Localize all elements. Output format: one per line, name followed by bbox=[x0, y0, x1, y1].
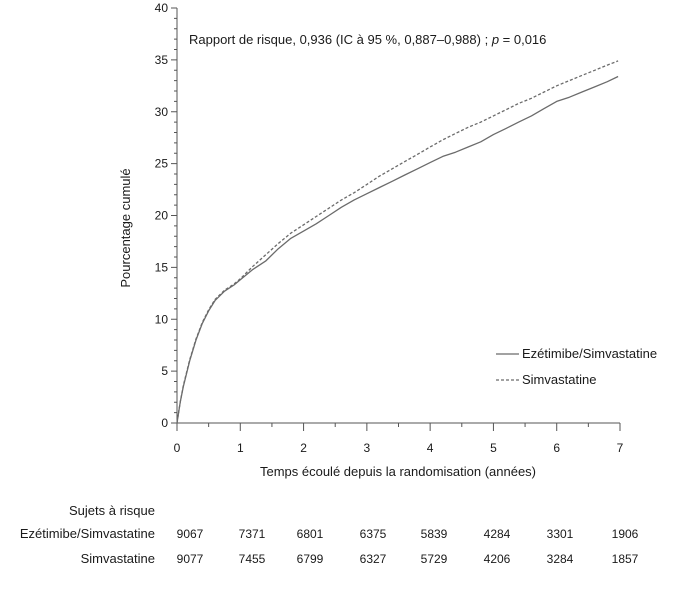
y-tick-label: 10 bbox=[155, 312, 169, 326]
axes: 0 5 10 15 20 25 30 35 40 0 1 2 3 4 5 6 7 bbox=[155, 1, 624, 455]
risk-table-header: Sujets à risque bbox=[69, 503, 155, 518]
risk-row-label: Ezétimibe/Simvastatine bbox=[20, 526, 155, 541]
risk-table-cell: 1906 bbox=[612, 527, 639, 541]
legend: Ezétimibe/Simvastatine Simvastatine bbox=[496, 346, 657, 387]
risk-table-cell: 9077 bbox=[177, 552, 204, 566]
x-axis-title: Temps écoulé depuis la randomisation (an… bbox=[260, 464, 536, 479]
x-tick-label: 7 bbox=[617, 441, 624, 455]
y-tick-label: 0 bbox=[161, 416, 168, 430]
risk-table: Sujets à risque Ezétimibe/Simvastatine 90… bbox=[20, 503, 639, 566]
y-tick-label: 5 bbox=[161, 364, 168, 378]
legend-label: Simvastatine bbox=[522, 372, 596, 387]
x-tick-label: 5 bbox=[490, 441, 497, 455]
risk-table-cell: 4284 bbox=[484, 527, 511, 541]
risk-table-cell: 5839 bbox=[421, 527, 448, 541]
x-tick-label: 2 bbox=[300, 441, 307, 455]
x-tick-label: 1 bbox=[237, 441, 244, 455]
risk-row-label: Simvastatine bbox=[81, 551, 155, 566]
risk-table-cell: 3301 bbox=[547, 527, 574, 541]
hazard-ratio-annotation: Rapport de risque, 0,936 (IC à 95 %, 0,8… bbox=[189, 32, 546, 47]
risk-table-cell: 3284 bbox=[547, 552, 574, 566]
y-tick-label: 40 bbox=[155, 1, 169, 15]
risk-table-cell: 7455 bbox=[239, 552, 266, 566]
risk-table-cell: 7371 bbox=[239, 527, 266, 541]
y-axis-title: Pourcentage cumulé bbox=[118, 168, 133, 287]
annotation-prefix: Rapport de risque, 0,936 (IC à 95 %, 0,8… bbox=[189, 32, 492, 47]
y-tick-label: 35 bbox=[155, 53, 169, 67]
risk-table-cell: 4206 bbox=[484, 552, 511, 566]
y-tick-label: 15 bbox=[155, 260, 169, 274]
risk-table-cell: 6375 bbox=[360, 527, 387, 541]
x-tick-label: 3 bbox=[364, 441, 371, 455]
x-tick-label: 6 bbox=[553, 441, 560, 455]
y-tick-label: 30 bbox=[155, 105, 169, 119]
series-lines bbox=[176, 60, 619, 424]
annotation-p-symbol: p bbox=[491, 32, 499, 47]
risk-table-cell: 6327 bbox=[360, 552, 387, 566]
legend-label: Ezétimibe/Simvastatine bbox=[522, 346, 657, 361]
x-tick-label: 4 bbox=[427, 441, 434, 455]
y-tick-label: 20 bbox=[155, 209, 169, 223]
risk-table-cell: 5729 bbox=[421, 552, 448, 566]
annotation-suffix: = 0,016 bbox=[499, 32, 546, 47]
x-tick-label: 0 bbox=[174, 441, 181, 455]
risk-table-cell: 6799 bbox=[297, 552, 324, 566]
risk-table-cell: 6801 bbox=[297, 527, 324, 541]
series-line-simvastatine bbox=[176, 60, 619, 424]
risk-table-cell: 9067 bbox=[177, 527, 204, 541]
risk-table-cell: 1857 bbox=[612, 552, 639, 566]
y-tick-label: 25 bbox=[155, 157, 169, 171]
